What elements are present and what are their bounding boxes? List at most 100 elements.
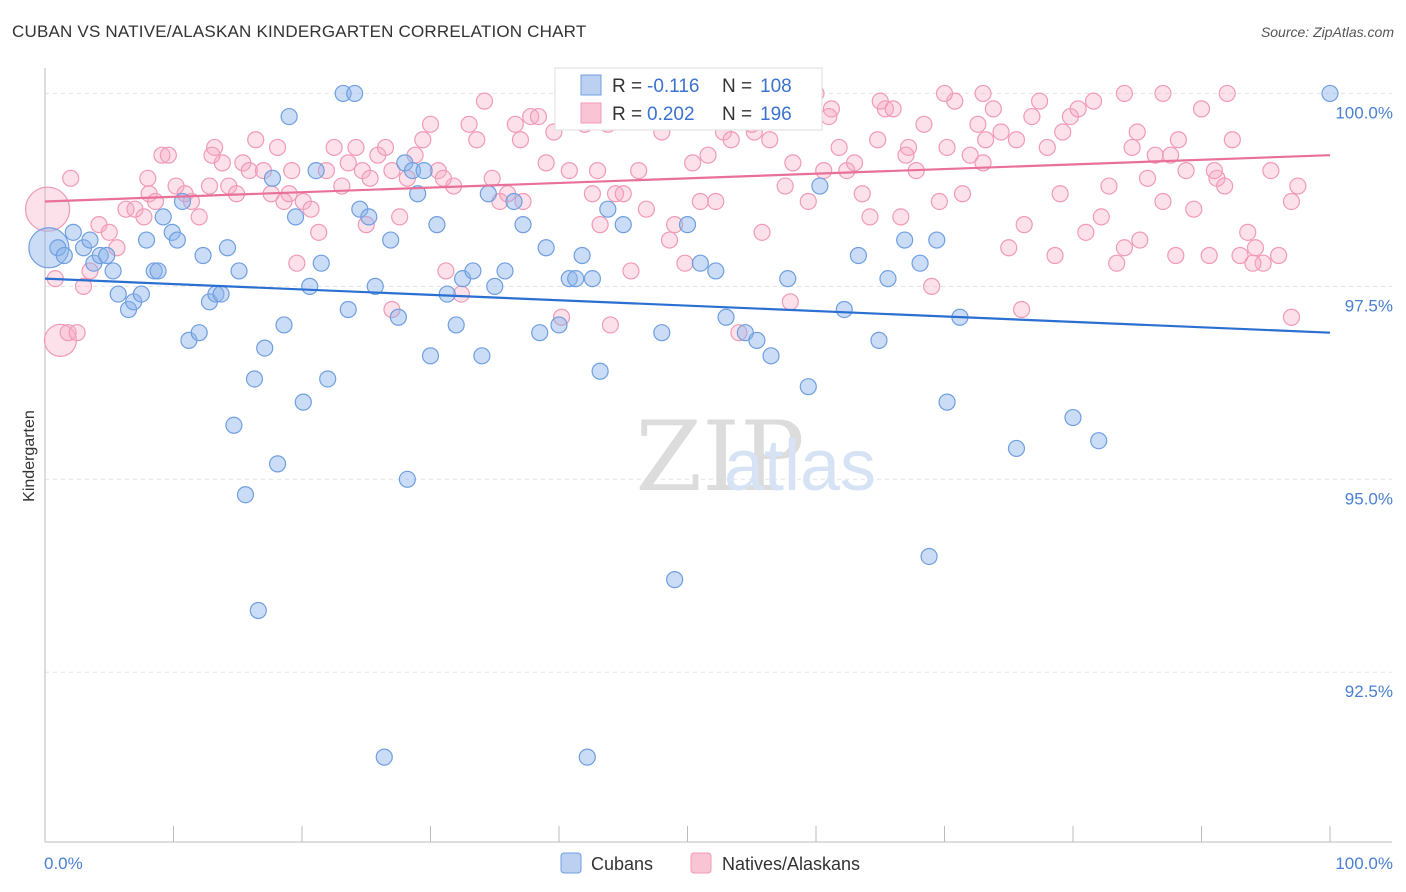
cuban-point <box>346 84 364 103</box>
cuban-point <box>1321 84 1339 103</box>
cuban-point <box>280 107 298 126</box>
cuban-point <box>245 370 264 388</box>
series-natives-alaskans <box>24 84 1307 357</box>
cuban-point <box>312 254 330 272</box>
cuban-point <box>428 216 446 234</box>
native-point <box>915 115 933 133</box>
native-point <box>81 262 99 280</box>
native-point <box>1289 177 1307 195</box>
legend: Cubans Natives/Alaskans <box>560 852 860 874</box>
cuban-point <box>389 308 407 326</box>
native-point <box>938 138 956 157</box>
native-point <box>660 231 679 249</box>
cuban-point <box>294 393 312 411</box>
native-point <box>977 131 995 149</box>
native-point <box>460 115 478 133</box>
native-point <box>1000 239 1018 257</box>
cuban-point <box>717 308 735 326</box>
native-point <box>1244 254 1262 272</box>
native-point <box>1282 192 1301 211</box>
y-axis-label: Kindergarten <box>21 410 38 502</box>
axes <box>44 68 1392 843</box>
cuban-point <box>896 231 914 249</box>
native-point <box>376 138 395 157</box>
native-point <box>421 115 440 133</box>
cuban-point <box>225 416 243 434</box>
stats-swatch-natives <box>580 102 602 124</box>
native-point <box>984 100 1002 118</box>
native-point <box>691 192 709 211</box>
native-point <box>861 208 879 226</box>
cuban-point <box>307 162 325 180</box>
cuban-point <box>382 231 400 249</box>
cuban-point <box>835 300 853 319</box>
cuban-point <box>537 239 555 257</box>
native-point <box>1051 185 1069 203</box>
cuban-point <box>678 216 697 234</box>
native-point <box>62 169 80 187</box>
native-point <box>100 223 118 241</box>
cuban-point <box>928 231 946 249</box>
cuban-point <box>550 316 568 334</box>
cuban-point <box>707 262 725 280</box>
native-point <box>268 138 287 157</box>
native-point <box>361 169 379 187</box>
native-point <box>722 131 740 149</box>
native-point <box>325 138 343 157</box>
cuban-point <box>286 208 305 226</box>
native-point <box>1030 92 1049 110</box>
native-point <box>588 162 607 180</box>
cuban-point <box>799 378 817 396</box>
native-point <box>159 146 177 164</box>
native-point <box>437 262 455 280</box>
cuban-point <box>567 270 585 288</box>
trend-line-cubans <box>44 277 1331 334</box>
native-point <box>383 162 401 180</box>
stats-n-value-cubans: 108 <box>760 76 792 97</box>
native-point <box>761 131 779 149</box>
cuban-point <box>256 339 274 357</box>
source-label: Source: ZipAtlas.com <box>1260 24 1394 40</box>
native-point <box>1123 138 1141 157</box>
cuban-point <box>486 277 504 295</box>
legend-label-natives: Natives/Alaskans <box>722 854 860 874</box>
native-point <box>240 162 258 180</box>
x-tick-label-max: 100.0% <box>1335 854 1393 873</box>
native-point <box>1205 162 1223 180</box>
native-point <box>24 186 71 232</box>
native-point <box>139 169 157 187</box>
cuban-point <box>849 246 868 265</box>
native-point <box>776 177 794 195</box>
native-point <box>1115 239 1134 257</box>
cuban-point <box>1007 439 1026 458</box>
cuban-point <box>55 246 73 265</box>
y-tick-label: 100.0% <box>1335 103 1393 122</box>
native-point <box>1084 92 1103 110</box>
watermark-atlas: atlas <box>724 426 876 506</box>
native-point <box>468 131 486 149</box>
cuban-point <box>531 324 549 342</box>
native-point <box>288 254 306 272</box>
native-point <box>974 84 992 103</box>
native-point <box>1269 246 1288 265</box>
native-point <box>1023 107 1041 126</box>
native-point <box>637 200 655 218</box>
native-point <box>676 254 694 272</box>
cuban-point <box>360 208 378 226</box>
native-point <box>820 107 838 126</box>
native-point <box>684 154 702 172</box>
native-point <box>1077 223 1095 241</box>
cuban-point <box>154 208 172 226</box>
cuban-point <box>268 455 287 473</box>
cuban-point <box>194 246 212 265</box>
chart-title: CUBAN VS NATIVE/ALASKAN KINDERGARTEN COR… <box>12 22 587 41</box>
native-point <box>930 192 948 211</box>
cuban-point <box>421 347 440 365</box>
cuban-point <box>275 316 293 334</box>
x-tick-label-min: 0.0% <box>44 854 83 873</box>
native-point <box>1185 200 1203 218</box>
cuban-point <box>614 216 632 234</box>
native-point <box>753 223 771 241</box>
y-tick-label: 92.5% <box>1345 682 1393 701</box>
native-point <box>1054 123 1072 141</box>
